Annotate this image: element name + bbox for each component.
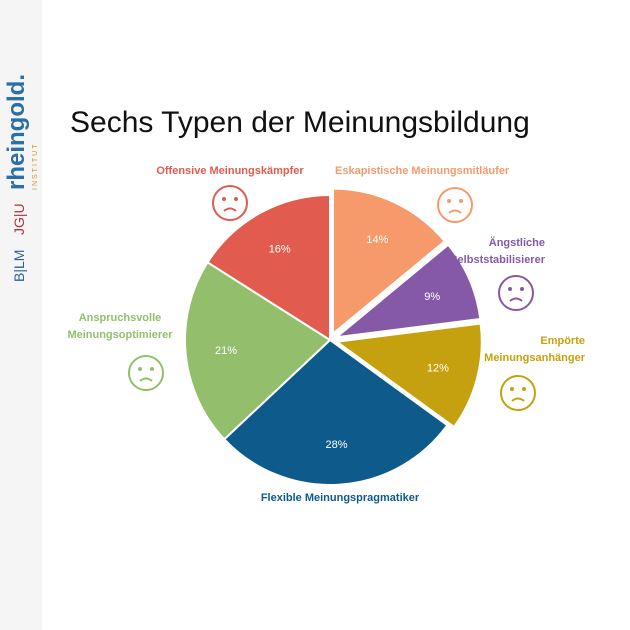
- icon: [498, 275, 534, 311]
- logo-subtitle: INSTITUT: [32, 143, 39, 191]
- icon-eye: [222, 197, 226, 201]
- logo-name: rheingold.: [3, 74, 30, 190]
- pie-slice: [184, 260, 332, 441]
- side-strip: [0, 0, 42, 630]
- logo: rheingold. INSTITUT JG|U B|LM: [3, 74, 39, 282]
- icon-face: [212, 185, 248, 221]
- icon-eye: [508, 287, 512, 291]
- category-label: Offensive Meinungskämpfer: [156, 165, 304, 177]
- chart-title: Sechs Typen der Meinungsbildung: [70, 106, 530, 139]
- icon-eye: [520, 287, 524, 291]
- pie-slice: [333, 243, 482, 339]
- icon-eye: [522, 387, 526, 391]
- pie-slice: [331, 187, 447, 336]
- category-label: Ängstliche Selbststabilisierer: [450, 237, 545, 266]
- icon-eye: [150, 367, 154, 371]
- icon-face: [128, 355, 164, 391]
- pie-slice: [334, 322, 483, 429]
- icon-mouth: [139, 377, 153, 382]
- icon-eye: [447, 199, 451, 203]
- value-label: 16%: [269, 244, 291, 256]
- icon-face: [498, 275, 534, 311]
- icon-face: [500, 375, 536, 411]
- icon-mouth: [223, 207, 237, 212]
- value-label: 12%: [427, 363, 449, 375]
- pie-slice: [206, 193, 331, 342]
- icon-eye: [459, 199, 463, 203]
- icon: [128, 355, 164, 391]
- icon: [500, 375, 536, 411]
- icon-mouth: [509, 297, 523, 302]
- icon-eye: [138, 367, 142, 371]
- value-label: 28%: [326, 439, 348, 451]
- logo-partner: JG|U: [11, 203, 27, 235]
- icon-mouth: [448, 209, 462, 214]
- value-label: 14%: [366, 234, 388, 246]
- category-label: Empörte Meinungsanhänger: [484, 335, 585, 364]
- category-label: Flexible Meinungspragmatiker: [260, 492, 420, 504]
- value-label: 9%: [424, 291, 440, 303]
- pie-slice: [222, 338, 449, 486]
- category-label: Anspruchsvolle Meinungsoptimierer: [67, 312, 173, 341]
- icon-mouth: [511, 397, 525, 402]
- logo-partner: B|LM: [11, 250, 27, 282]
- category-label: Eskapistische Meinungsmitläufer: [335, 165, 510, 177]
- icon-face: [437, 187, 473, 223]
- value-label: 21%: [215, 345, 237, 357]
- icon-eye: [234, 197, 238, 201]
- icon-eye: [510, 387, 514, 391]
- icon: [437, 187, 473, 223]
- icon: [212, 185, 248, 221]
